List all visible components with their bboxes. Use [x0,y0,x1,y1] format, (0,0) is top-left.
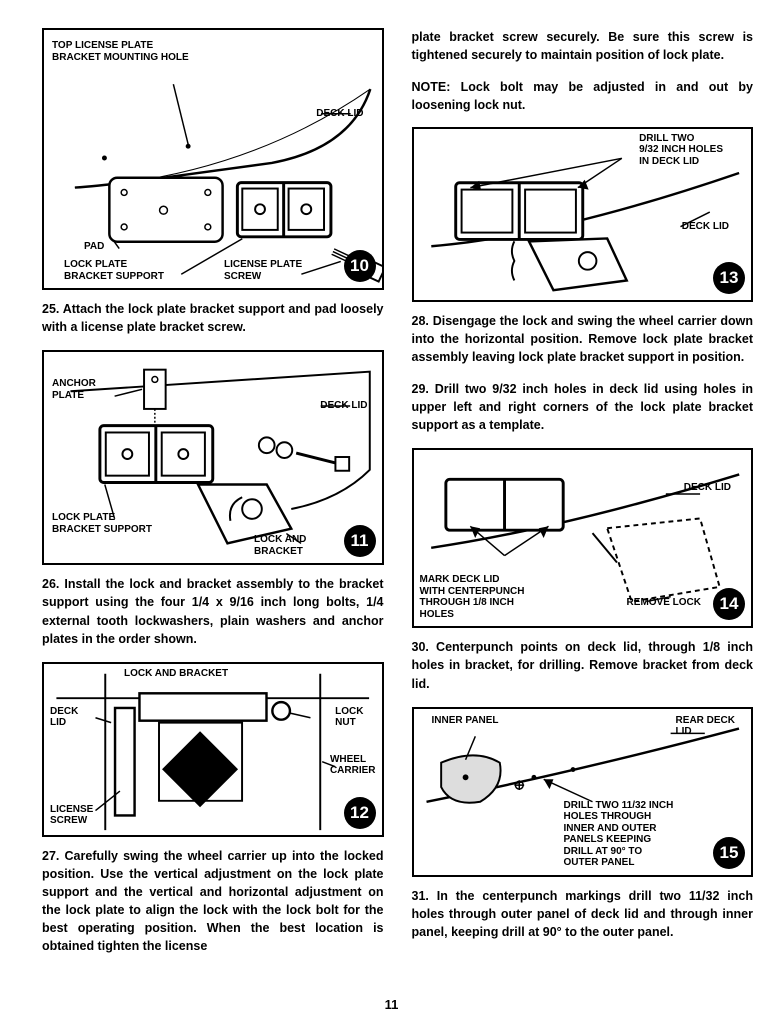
callout-pad: PAD [84,241,104,253]
callout-deck-lid-11: DECK LID [320,400,367,412]
figure-12: LOCK AND BRACKET DECK LID LOCK NUT WHEEL… [42,662,384,837]
step-26: 26. Install the lock and bracket assembl… [42,575,384,648]
figure-11: ANCHOR PLATE DECK LID LOCK PLATE BRACKET… [42,350,384,565]
step-27: 27. Carefully swing the wheel carrier up… [42,847,384,956]
fig-13-badge: 13 [713,262,745,294]
note-text: Lock bolt may be adjusted in and out by … [412,80,754,112]
callout-wheel-carrier: WHEEL CARRIER [330,754,376,777]
step-30: 30. Centerpunch points on deck lid, thro… [412,638,754,692]
callout-drill-13: DRILL TWO 9/32 INCH HOLES IN DECK LID [639,133,723,168]
step-27-continued: plate bracket screw securely. Be sure th… [412,28,754,64]
callout-top-hole: TOP LICENSE PLATE BRACKET MOUNTING HOLE [52,40,189,63]
step-28: 28. Disengage the lock and swing the whe… [412,312,754,366]
callout-mark-14: MARK DECK LID WITH CENTERPUNCH THROUGH 1… [420,574,525,620]
figure-15: INNER PANEL REAR DECK LID DRILL TWO 11/3… [412,707,754,877]
callout-drill-15: DRILL TWO 11/32 INCH HOLES THROUGH INNER… [564,800,704,869]
fig-14-badge: 14 [713,588,745,620]
callout-deck-lid-13: DECK LID [682,221,729,233]
left-column: TOP LICENSE PLATE BRACKET MOUNTING HOLE … [42,28,384,956]
callout-deck-lid-14: DECK LID [684,482,731,494]
figure-10: TOP LICENSE PLATE BRACKET MOUNTING HOLE … [42,28,384,290]
callout-support-11: LOCK PLATE BRACKET SUPPORT [52,512,152,535]
right-column: plate bracket screw securely. Be sure th… [412,28,754,956]
step-31: 31. In the centerpunch markings drill tw… [412,887,754,941]
callout-lock-nut: LOCK NUT [335,706,363,729]
callout-remove-14: REMOVE LOCK [627,597,701,609]
figure-14: DECK LID MARK DECK LID WITH CENTERPUNCH … [412,448,754,628]
two-column-layout: TOP LICENSE PLATE BRACKET MOUNTING HOLE … [42,28,753,956]
step-29: 29. Drill two 9/32 inch holes in deck li… [412,380,754,434]
callout-support-10: LOCK PLATE BRACKET SUPPORT [64,259,164,282]
callout-inner-panel: INNER PANEL [432,715,499,727]
callout-license-screw: LICENSE SCREW [50,804,93,827]
callout-lock-bracket-12: LOCK AND BRACKET [124,668,228,680]
step-25: 25. Attach the lock plate bracket suppor… [42,300,384,336]
fig-11-badge: 11 [344,525,376,557]
callout-screw: LICENSE PLATE SCREW [224,259,302,282]
callout-anchor: ANCHOR PLATE [52,378,96,401]
callout-rear-deck: REAR DECK LID [676,715,735,738]
callout-deck-lid-12: DECK LID [50,706,78,729]
page-number: 11 [0,997,783,1012]
callout-lock-11: LOCK AND BRACKET [254,534,306,557]
fig-12-badge: 12 [344,797,376,829]
note-label: NOTE: [412,80,451,94]
callout-deck-lid-10: DECK LID [316,108,363,120]
fig-15-badge: 15 [713,837,745,869]
fig-10-badge: 10 [344,250,376,282]
note-lock-bolt: NOTE: Lock bolt may be adjusted in and o… [412,78,754,114]
figure-13: DRILL TWO 9/32 INCH HOLES IN DECK LID DE… [412,127,754,302]
